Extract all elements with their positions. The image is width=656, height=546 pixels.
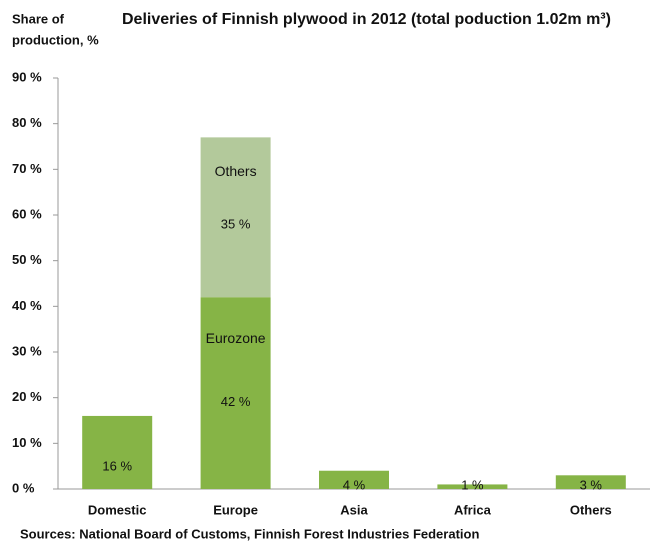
chart-title: Deliveries of Finnish plywood in 2012 (t… — [122, 11, 611, 28]
bar-segment — [200, 297, 271, 489]
y-tick-label: 40 % — [12, 298, 42, 313]
y-tick-label: 20 % — [12, 389, 42, 404]
value-label: 1 % — [461, 477, 484, 492]
value-label: 4 % — [343, 477, 366, 492]
source-note: Sources: National Board of Customs, Finn… — [20, 526, 479, 541]
y-tick-label: 50 % — [12, 252, 42, 267]
y-tick-label: 30 % — [12, 343, 42, 358]
bar-segment — [82, 415, 153, 489]
y-tick-label: 0 % — [12, 480, 35, 495]
y-tick-label: 60 % — [12, 206, 42, 221]
bar-segment — [319, 470, 389, 489]
y-axis-label: production, % — [12, 32, 99, 47]
y-tick-label: 80 % — [12, 115, 42, 130]
x-tick-label: Domestic — [88, 502, 147, 517]
value-label: 3 % — [580, 477, 603, 492]
x-tick-label: Others — [570, 502, 612, 517]
y-axis-label: Share of — [12, 11, 65, 26]
x-tick-label: Africa — [454, 502, 492, 517]
bar-segment — [555, 475, 626, 489]
bar-segment — [200, 137, 271, 298]
segment-name: Eurozone — [206, 330, 266, 346]
x-tick-label: Europe — [213, 502, 258, 517]
bar-segment — [437, 484, 508, 489]
y-tick-label: 10 % — [12, 435, 42, 450]
y-tick-label: 90 % — [12, 69, 42, 84]
value-label: 42 % — [221, 394, 251, 409]
y-tick-label: 70 % — [12, 161, 42, 176]
value-label: 35 % — [221, 217, 251, 232]
x-tick-label: Asia — [340, 502, 368, 517]
value-label: 16 % — [102, 459, 132, 474]
segment-name: Others — [215, 163, 257, 179]
